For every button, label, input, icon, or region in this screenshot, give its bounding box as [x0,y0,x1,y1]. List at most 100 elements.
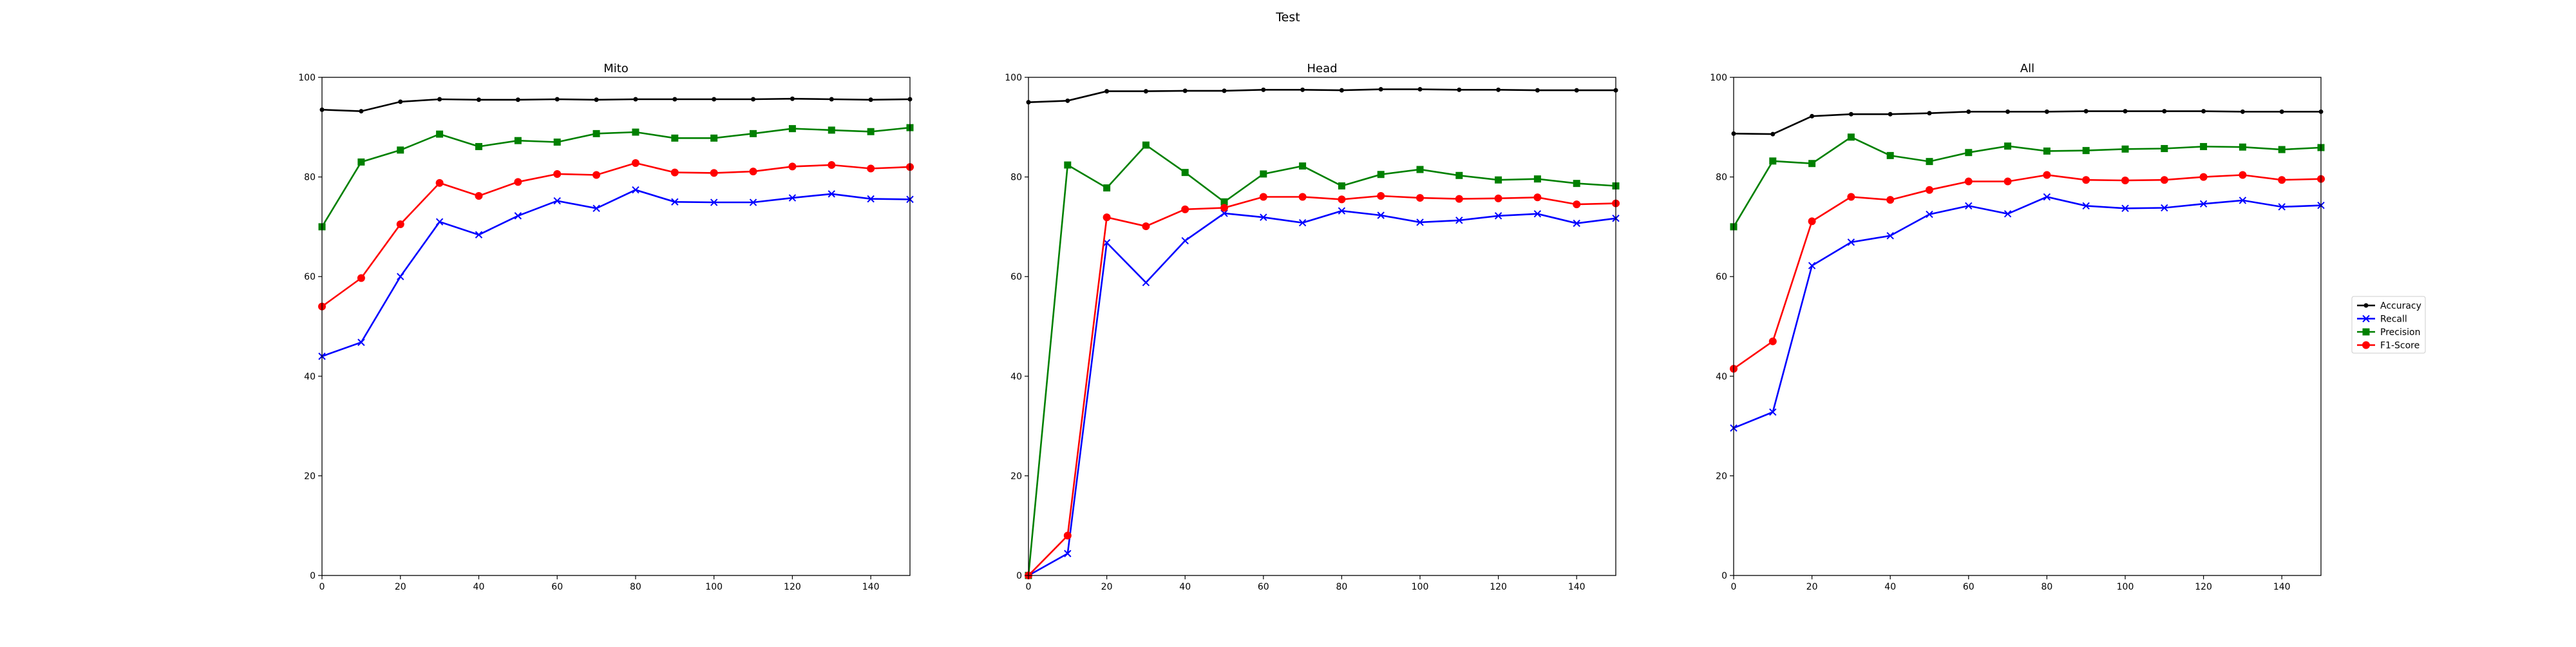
data-point [2240,109,2245,114]
series-line [1733,196,2322,429]
data-point [2278,176,2286,184]
data-point [710,198,718,206]
y-tick-label: 20 [1716,471,1727,481]
legend-label: Accuracy [2380,301,2421,311]
data-point [2239,143,2246,151]
data-point [435,179,444,187]
data-point [1533,193,1542,202]
data-point [788,125,796,133]
data-point [749,168,757,176]
data-point [1104,89,1110,94]
data-point [1965,149,1973,157]
chart-panel-mito: Mito 0 20 40 60 80 100 120 140 0 20 40 60 80 100 [298,62,914,592]
x-tick-label: 80 [2041,582,2052,592]
data-point [553,138,561,146]
data-point [749,198,757,206]
data-point [2199,200,2208,208]
data-point [1533,210,1542,218]
data-point [1261,87,1266,92]
data-point [396,220,404,229]
x-tick-label: 80 [1336,582,1347,592]
data-point [2003,210,2012,218]
data-point [592,171,601,179]
y-tick-label: 40 [1716,372,1727,382]
data-point [2199,173,2208,181]
data-point [1378,87,1383,92]
data-point [1808,217,1816,226]
data-point [1455,171,1463,179]
data-point [1768,337,1777,345]
data-point [592,204,600,213]
data-point [1300,87,1305,92]
data-point [1535,88,1540,93]
data-point [1770,131,1776,137]
y-tick-label: 40 [1010,372,1022,382]
legend-marker [2362,328,2370,336]
data-point [1181,169,1189,177]
data-point [867,128,875,135]
data-point [1926,158,1933,166]
x-tick-label: 100 [2117,582,2134,592]
data-point [554,97,560,102]
data-point [357,158,365,166]
legend-entry-accuracy: Accuracy [2357,301,2421,311]
data-point [1064,550,1072,557]
data-point [1574,88,1579,93]
data-point [1888,111,1893,117]
series-line [321,97,911,112]
series-line [321,189,911,358]
legend: Accuracy Recall Precision F1-Score [2351,296,2426,354]
data-point [1260,213,1267,221]
data-point [1496,87,1501,92]
plot-frame [321,77,911,576]
data-point [1964,177,1973,186]
data-point [1103,213,1111,222]
data-point [1299,162,1307,170]
data-point [2161,204,2168,212]
legend-box [2351,296,2426,354]
data-point [790,96,795,101]
data-point [633,97,638,102]
data-point [2121,177,2129,185]
data-point [1926,186,1933,194]
y-tick-label: 20 [304,471,316,481]
data-point [828,161,836,169]
data-point [594,97,599,102]
legend-entry-precision: Precision [2357,327,2420,338]
data-point [1965,202,1973,210]
data-point [2123,109,2128,114]
data-point [1220,209,1228,217]
data-point [1847,193,1855,201]
x-tick-label: 140 [862,582,880,592]
data-point [1181,205,1189,213]
data-point [1182,88,1188,93]
data-point [2239,197,2247,204]
y-tick-label: 0 [1016,571,1022,581]
data-point [710,134,718,142]
y-tick-label: 60 [1716,272,1727,282]
data-point [1847,238,1855,246]
data-point [2044,109,2049,114]
x-tick-label: 60 [551,582,563,592]
data-point [553,169,562,178]
data-point [1417,87,1423,92]
y-tick-label: 40 [304,372,316,382]
data-point [1810,113,1815,119]
data-point [1495,176,1502,184]
legend-marker [2362,341,2370,349]
data-point [475,191,483,200]
figure-title: Test [1275,10,1300,24]
data-point [1142,278,1150,287]
y-tick-label: 0 [310,571,316,581]
data-point [437,97,442,102]
data-point [1339,88,1344,93]
data-point [1927,111,1932,116]
data-point [2043,193,2051,201]
data-point [1377,171,1385,179]
series-line [1028,88,1616,103]
legend-label: Precision [2380,327,2420,338]
data-point [1848,111,1853,117]
data-point [2278,203,2286,211]
data-point [1298,219,1307,227]
